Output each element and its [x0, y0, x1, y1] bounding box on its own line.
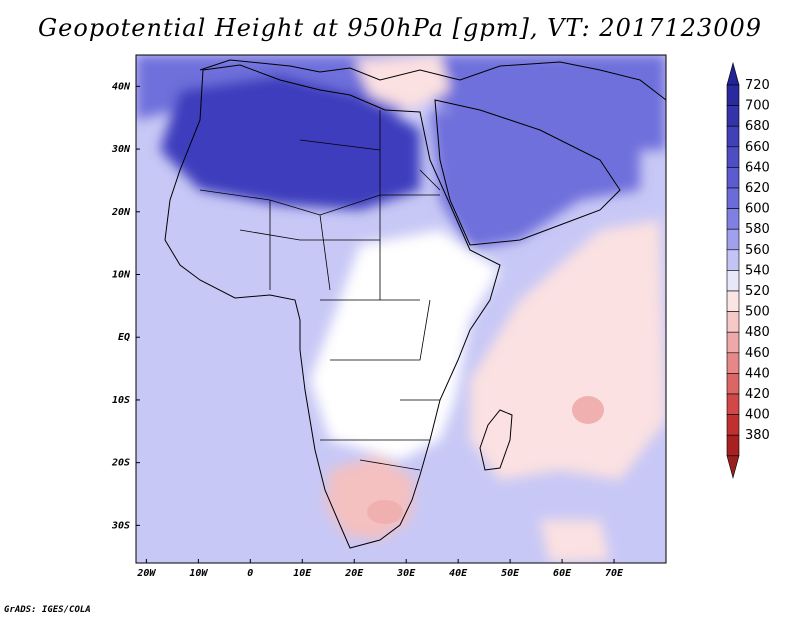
africa-coastline — [164, 64, 501, 549]
plot-frame — [135, 54, 667, 564]
lon-tick-label: 30E — [396, 568, 416, 579]
south-ocean-low-region — [540, 520, 610, 563]
colorbar-label: 720 — [745, 78, 770, 93]
colorbar-label: 700 — [745, 99, 770, 114]
colorbar-label: 680 — [745, 119, 770, 134]
lon-tick-label: 10W — [189, 568, 208, 579]
europe-coastline — [199, 59, 666, 101]
lon-tick-label: 50E — [501, 568, 520, 579]
map-title: Geopotential Height at 950hPa [gpm], VT:… — [38, 14, 762, 42]
colorbar-swatch — [726, 373, 740, 395]
indian-ocean-low-region — [470, 220, 666, 480]
colorbar-swatch — [726, 105, 740, 127]
country-borders — [199, 110, 441, 471]
lat-tick-label: 20N — [111, 207, 131, 218]
colorbar-swatch — [726, 187, 740, 209]
lat-tick-label: 30N — [111, 144, 131, 155]
colorbar-label: 580 — [745, 222, 770, 237]
colorbar-label: 560 — [745, 243, 770, 258]
colorbar-label: 620 — [745, 181, 770, 196]
colorbar-swatch — [726, 125, 740, 148]
lat-tick-label: 10N — [112, 270, 131, 281]
lon-tick-label: 60E — [553, 568, 572, 579]
colorbar-label: 440 — [745, 366, 770, 381]
colorbar-label: 420 — [745, 387, 770, 402]
colorbar-swatch — [726, 249, 740, 271]
lon-tick-label: 10E — [293, 568, 312, 579]
lat-tick-label: 40N — [112, 81, 131, 92]
arabia-coastline — [434, 99, 621, 246]
colorbar-label: 660 — [745, 140, 770, 155]
colorbar-label: 460 — [745, 346, 770, 361]
colorbar-swatch — [726, 414, 740, 436]
south-africa-low-core — [367, 500, 403, 524]
colorbar-bottom-arrow — [726, 455, 740, 479]
colorbar-swatch — [726, 434, 740, 457]
east-africa-low-region — [310, 230, 500, 460]
contour-field — [136, 55, 666, 563]
colorbar-label: 640 — [745, 160, 770, 175]
lon-tick-label: 40E — [449, 568, 468, 579]
credit-text: GrADS: IGES/COLA — [4, 605, 91, 615]
colorbar-swatch — [726, 331, 740, 354]
lat-tick-label: 10S — [112, 395, 130, 406]
lon-tick-label: 70E — [605, 568, 624, 579]
mediterranean-low-region — [355, 55, 450, 110]
lat-tick-label: 30S — [111, 520, 130, 531]
colorbar-label: 520 — [745, 284, 770, 299]
madagascar-low-core — [572, 396, 604, 424]
colorbar-label: 400 — [745, 408, 770, 423]
colorbar-swatch — [726, 228, 740, 251]
lon-tick-label: 20E — [344, 568, 364, 579]
colorbar-swatch — [726, 352, 740, 374]
colorbar-swatch — [726, 393, 740, 415]
lat-tick-label: EQ — [118, 332, 130, 343]
colorbar-label: 380 — [745, 428, 770, 443]
colorbar-label: 480 — [745, 325, 770, 340]
coastlines-and-borders — [164, 59, 666, 549]
longitude-axis: 20W 10W 0 10E 20E 30E 40E 50E 60E 70E — [136, 559, 624, 579]
colorbar-swatch — [726, 270, 740, 292]
arabia-region — [430, 110, 640, 250]
madagascar-coastline — [479, 409, 513, 471]
colorbar-top-arrow — [726, 61, 740, 86]
latitude-axis: 40N 30N 20N 10N EQ 10S 20S 30S — [111, 81, 140, 531]
lon-tick-label: 0 — [247, 568, 253, 579]
colorbar-swatch — [726, 290, 740, 312]
lon-tick-label: 20W — [136, 568, 156, 579]
colorbar-swatch — [726, 146, 740, 168]
colorbar-label: 540 — [745, 263, 770, 278]
colorbar: 720 700 680 660 640 620 600 580 560 540 520 500 480 4… — [726, 61, 770, 479]
colorbar-label: 600 — [745, 202, 770, 217]
colorbar-swatch — [726, 167, 740, 189]
colorbar-label: 500 — [745, 305, 770, 320]
lat-tick-label: 20S — [111, 458, 130, 469]
sahara-high-region — [160, 75, 420, 210]
colorbar-swatch — [726, 84, 740, 106]
colorbar-swatch — [726, 208, 740, 230]
colorbar-swatch — [726, 311, 740, 333]
